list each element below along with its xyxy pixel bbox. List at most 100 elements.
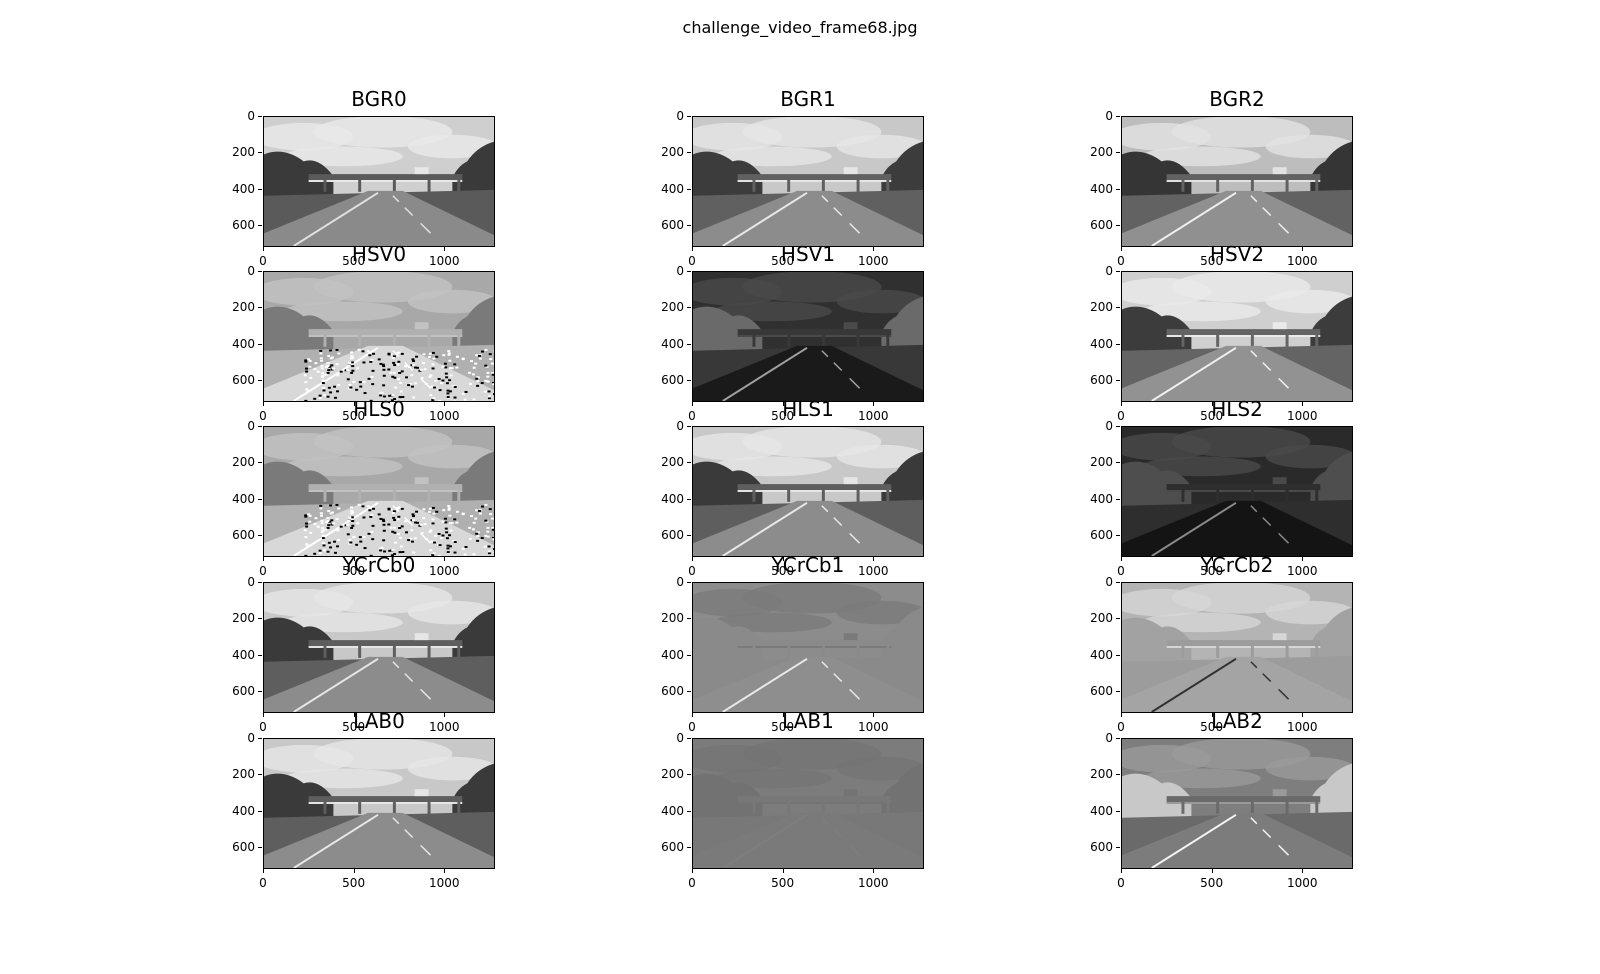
lane-dash [1262, 362, 1272, 371]
x-tick-label: 1000 [1282, 402, 1322, 423]
x-tick-label: 0 [243, 247, 283, 268]
road-sign [414, 477, 429, 485]
cloud-shape [1265, 756, 1352, 781]
road-sign [414, 633, 429, 641]
noise-speck [431, 398, 435, 401]
x-tick-label: 0 [243, 402, 283, 423]
noise-speck [327, 369, 331, 372]
x-tick-label: 1000 [424, 247, 464, 268]
noise-speck [314, 362, 318, 365]
noise-speck [399, 545, 403, 548]
lane-dash [833, 829, 843, 838]
y-tick-label: 400 [215, 648, 262, 662]
channel-image [1121, 271, 1353, 402]
cloud-shape [407, 756, 494, 781]
x-tick-label: 0 [672, 557, 712, 578]
bridge-pillar [1216, 335, 1220, 347]
noise-speck [438, 389, 442, 392]
subplot-hls1: HLS1 0 200 400 600 0 500 1000 [661, 397, 924, 578]
subplot-bgr0: BGR0 0 200 400 600 0 500 1000 [232, 87, 495, 268]
y-tick-label: 400 [215, 804, 262, 818]
y-tick-label: 600 [644, 218, 691, 232]
noise-speck [355, 543, 359, 546]
noise-speck [391, 530, 395, 533]
subplot-title: HLS1 [782, 397, 834, 421]
trees-right [1310, 141, 1352, 198]
noise-speck [481, 505, 484, 508]
x-tick-label: 0 [672, 869, 712, 890]
noise-speck [453, 551, 457, 554]
noise-speck [307, 358, 311, 361]
noise-speck [393, 376, 397, 379]
noise-speck [469, 382, 472, 385]
bridge-pillar [886, 646, 890, 658]
noise-speck [303, 374, 307, 377]
noise-speck [431, 351, 435, 354]
bridge-pillar [886, 802, 890, 814]
lane-dash [849, 532, 861, 544]
x-tick-label: 0 [672, 713, 712, 734]
y-tick-label: 600 [644, 684, 691, 698]
noise-speck [443, 517, 447, 520]
y-tick-label: 0 [215, 419, 262, 433]
road-sign [843, 633, 858, 641]
subplot-title: YCrCb0 [342, 553, 416, 577]
noise-speck [304, 554, 308, 556]
noise-speck [350, 510, 354, 513]
noise-speck [308, 359, 312, 362]
bridge-pillar [427, 335, 431, 347]
noise-speck [409, 537, 413, 540]
bridge-pillar [457, 335, 461, 347]
subplot-hls0: HLS0 0 200 400 600 0 500 1000 [232, 397, 495, 578]
noise-speck [446, 396, 450, 399]
subplot-title: LAB1 [782, 709, 834, 733]
noise-speck [393, 364, 397, 367]
noise-speck [434, 534, 438, 537]
x-tick-label: 0 [1101, 247, 1141, 268]
noise-speck [331, 511, 335, 514]
noise-speck [331, 356, 335, 359]
noise-speck [475, 532, 479, 535]
noise-speck [366, 350, 370, 353]
noise-speck [394, 541, 398, 544]
y-tick-label: 400 [215, 182, 262, 196]
noise-speck [486, 530, 490, 533]
noise-speck [331, 367, 335, 370]
bridge-pillar [457, 646, 461, 658]
channel-image-svg [264, 427, 494, 556]
noise-speck [422, 353, 426, 356]
bridge-pillar [1315, 802, 1319, 814]
lane-dash [1278, 844, 1290, 856]
x-tick-label: 0 [1101, 557, 1141, 578]
road-sign [1272, 167, 1287, 175]
noise-speck [392, 355, 396, 358]
noise-speck [412, 364, 416, 367]
y-tick-label: 0 [644, 419, 691, 433]
lane-dash [1250, 505, 1258, 513]
y-tick-label: 600 [215, 373, 262, 387]
cloud-shape [1265, 600, 1352, 625]
noise-speck [412, 519, 416, 522]
noise-speck [486, 535, 490, 538]
noise-speck [410, 374, 414, 377]
noise-speck [407, 521, 411, 524]
road-sign [414, 789, 429, 797]
trees-right [452, 296, 494, 353]
noise-speck [382, 520, 386, 523]
noise-speck [429, 549, 433, 552]
road-surface [693, 190, 923, 246]
noise-speck [410, 385, 414, 388]
noise-speck [308, 520, 312, 523]
trees-left [264, 151, 334, 201]
subplot-bgr2: BGR2 0 200 400 600 0 500 1000 [1090, 87, 1353, 268]
noise-speck [405, 531, 408, 534]
road-surface [693, 656, 923, 712]
noise-speck [478, 512, 482, 515]
bridge-deck [1166, 329, 1321, 336]
trees-right [881, 607, 923, 664]
noise-speck [372, 507, 376, 510]
noise-speck [431, 522, 435, 525]
y-tick-label: 600 [215, 684, 262, 698]
trees-left [693, 617, 763, 667]
noise-speck [319, 352, 323, 355]
